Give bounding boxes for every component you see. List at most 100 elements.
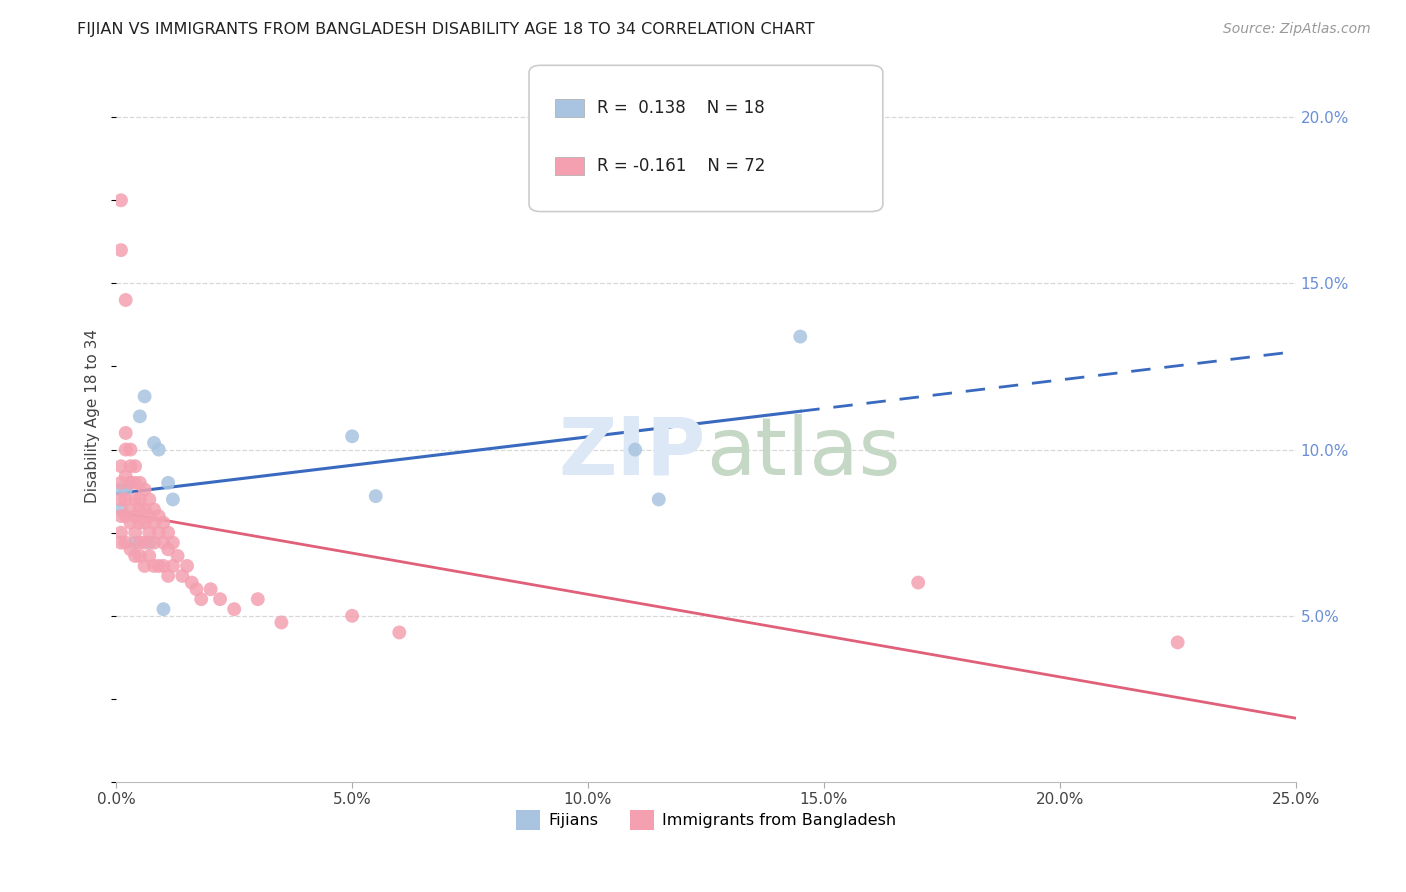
Point: [143, 516, 166, 530]
Point: [340, 429, 363, 443]
Point: [143, 535, 166, 549]
Point: [114, 293, 136, 307]
Point: [110, 525, 132, 540]
Point: [907, 575, 929, 590]
Point: [162, 535, 184, 549]
Point: [134, 502, 156, 516]
Point: [134, 516, 156, 530]
Point: [270, 615, 292, 630]
Point: [128, 409, 150, 424]
Legend: Fijians, Immigrants from Bangladesh: Fijians, Immigrants from Bangladesh: [509, 804, 903, 836]
Point: [124, 492, 146, 507]
Text: Source: ZipAtlas.com: Source: ZipAtlas.com: [1223, 22, 1371, 37]
Point: [114, 469, 136, 483]
Point: [190, 592, 212, 607]
Point: [128, 535, 150, 549]
Point: [152, 602, 174, 616]
Point: [110, 492, 132, 507]
Point: [176, 558, 198, 573]
Text: ZIP: ZIP: [558, 414, 706, 491]
Point: [120, 516, 142, 530]
Point: [143, 436, 166, 450]
Point: [110, 459, 132, 474]
Point: [364, 489, 387, 503]
Point: [110, 194, 132, 208]
Point: [110, 502, 132, 516]
Point: [138, 525, 160, 540]
Point: [128, 502, 150, 516]
Point: [152, 516, 174, 530]
FancyBboxPatch shape: [555, 99, 585, 117]
Point: [340, 608, 363, 623]
Point: [120, 542, 142, 557]
Point: [114, 483, 136, 497]
Point: [110, 243, 132, 257]
Point: [124, 509, 146, 524]
FancyBboxPatch shape: [529, 65, 883, 211]
Point: [134, 535, 156, 549]
Point: [138, 492, 160, 507]
Point: [128, 549, 150, 563]
Point: [138, 509, 160, 524]
Point: [138, 535, 160, 549]
Point: [114, 509, 136, 524]
Point: [148, 509, 170, 524]
Point: [246, 592, 269, 607]
Point: [152, 535, 174, 549]
Point: [124, 459, 146, 474]
Point: [124, 475, 146, 490]
Point: [388, 625, 411, 640]
Point: [148, 525, 170, 540]
Point: [134, 483, 156, 497]
Point: [110, 535, 132, 549]
Point: [110, 483, 132, 497]
Point: [128, 516, 150, 530]
Point: [120, 442, 142, 457]
Point: [157, 475, 180, 490]
Point: [138, 549, 160, 563]
Point: [114, 535, 136, 549]
Point: [148, 558, 170, 573]
Point: [789, 329, 811, 343]
Text: atlas: atlas: [706, 414, 900, 491]
Point: [134, 389, 156, 403]
Point: [172, 569, 194, 583]
Text: R = -0.161    N = 72: R = -0.161 N = 72: [598, 157, 766, 175]
Point: [120, 475, 142, 490]
Point: [110, 475, 132, 490]
Point: [110, 509, 132, 524]
Point: [134, 558, 156, 573]
Point: [648, 492, 671, 507]
Text: R =  0.138    N = 18: R = 0.138 N = 18: [598, 99, 765, 117]
Y-axis label: Disability Age 18 to 34: Disability Age 18 to 34: [86, 329, 100, 503]
Point: [209, 592, 232, 607]
Point: [166, 549, 188, 563]
Point: [157, 542, 180, 557]
Point: [114, 442, 136, 457]
Point: [157, 569, 180, 583]
Point: [120, 459, 142, 474]
Point: [162, 492, 184, 507]
Point: [143, 558, 166, 573]
Point: [143, 502, 166, 516]
Text: FIJIAN VS IMMIGRANTS FROM BANGLADESH DISABILITY AGE 18 TO 34 CORRELATION CHART: FIJIAN VS IMMIGRANTS FROM BANGLADESH DIS…: [77, 22, 815, 37]
Point: [200, 582, 222, 597]
Point: [180, 575, 202, 590]
Point: [124, 525, 146, 540]
Point: [120, 475, 142, 490]
Point: [157, 525, 180, 540]
Point: [114, 425, 136, 440]
Point: [152, 558, 174, 573]
Point: [186, 582, 208, 597]
Point: [114, 492, 136, 507]
Point: [124, 549, 146, 563]
FancyBboxPatch shape: [555, 157, 585, 176]
Point: [148, 442, 170, 457]
Point: [224, 602, 246, 616]
Point: [1167, 635, 1189, 649]
Point: [128, 475, 150, 490]
Point: [124, 535, 146, 549]
Point: [162, 558, 184, 573]
Point: [120, 502, 142, 516]
Point: [624, 442, 647, 457]
